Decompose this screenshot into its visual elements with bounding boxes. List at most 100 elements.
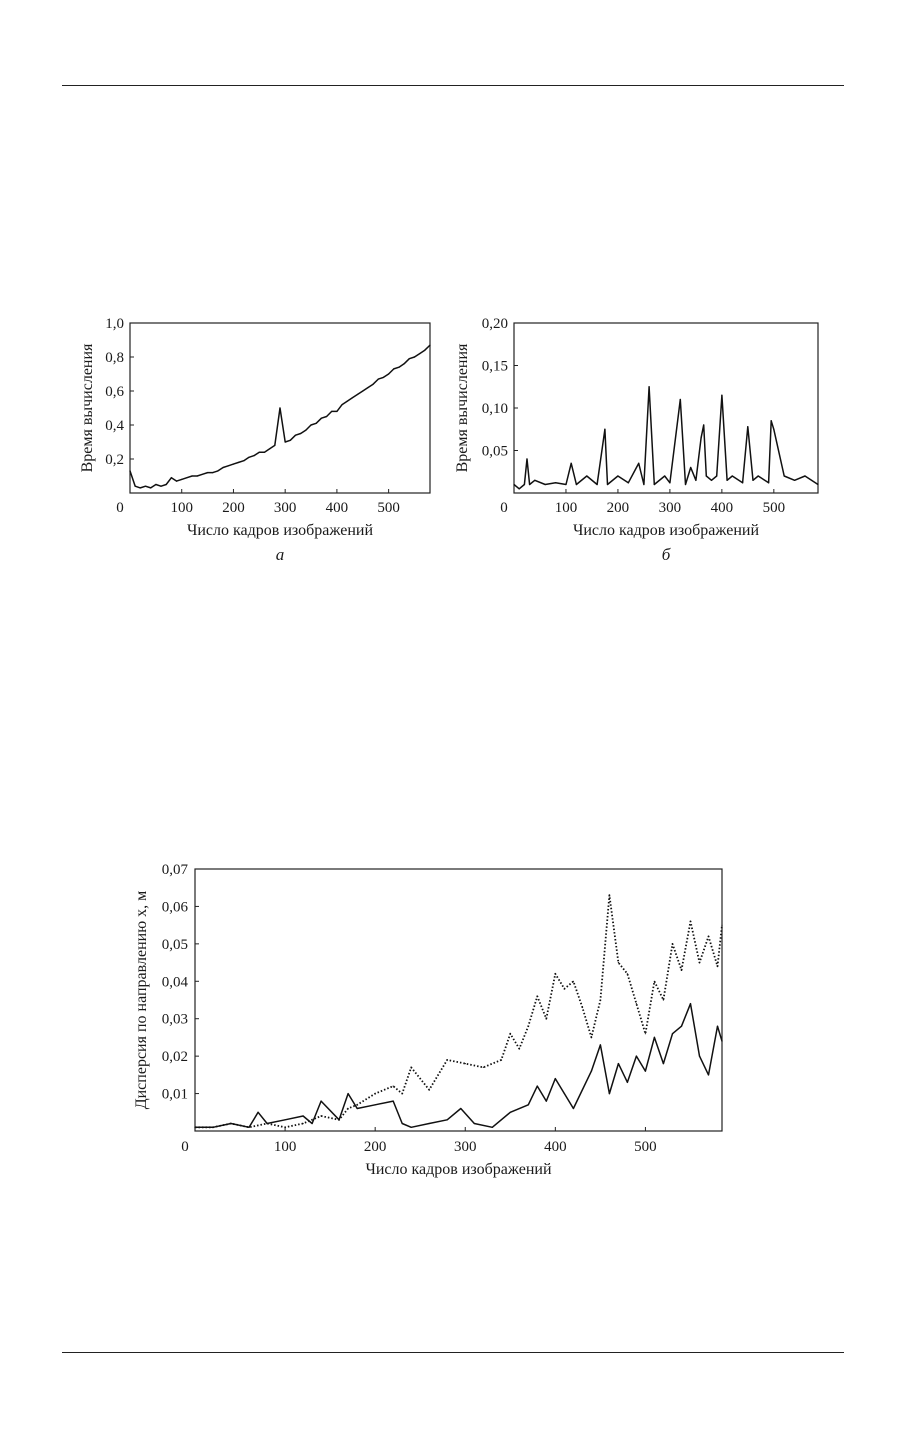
- data-point-c-solid: [680, 1025, 683, 1027]
- data-point-c-dotted: [509, 1033, 511, 1035]
- data-point-c-solid: [347, 1093, 349, 1095]
- data-point-a-solid: [408, 358, 410, 360]
- data-point-c-dotted: [482, 1066, 484, 1068]
- data-point-c-dotted: [347, 1107, 349, 1110]
- data-point-b-solid: [513, 483, 515, 486]
- data-point-c-solid: [460, 1107, 462, 1110]
- data-point-a-solid: [263, 451, 266, 453]
- data-point-c-solid: [707, 1074, 710, 1076]
- data-point-c-dotted: [563, 988, 566, 990]
- data-point-b-solid: [705, 475, 707, 477]
- data-point-b-solid: [679, 398, 681, 401]
- data-point-c-dotted: [518, 1048, 520, 1050]
- data-point-c-solid: [473, 1122, 475, 1125]
- data-point-c-solid: [446, 1119, 448, 1121]
- data-point-b-solid: [555, 482, 557, 484]
- y-tick-label-c: 0,04: [162, 974, 189, 990]
- data-point-a-solid: [357, 393, 359, 395]
- x-tick-label-a: 0: [116, 500, 124, 516]
- y-axis-label-c: Дисперсия по направлению x, м: [133, 891, 150, 1110]
- data-point-b-solid: [773, 428, 775, 430]
- data-point-c-dotted: [707, 935, 710, 938]
- data-point-b-solid: [664, 475, 666, 477]
- x-tick-label-b: 200: [607, 500, 630, 516]
- y-tick-label-b: 0,20: [482, 316, 508, 332]
- data-point-b-solid: [544, 483, 546, 486]
- data-point-c-solid: [590, 1070, 593, 1072]
- data-point-a-solid: [129, 470, 131, 472]
- data-point-c-solid: [392, 1100, 394, 1102]
- data-point-a-solid: [227, 465, 229, 467]
- data-point-c-dotted: [721, 924, 723, 926]
- data-point-c-dotted: [392, 1085, 394, 1087]
- data-point-b-solid: [716, 475, 718, 477]
- x-tick-label-a: 400: [326, 500, 349, 516]
- data-point-a-solid: [232, 463, 234, 465]
- x-tick-label-a: 100: [170, 500, 193, 516]
- data-point-a-solid: [315, 422, 317, 424]
- data-point-a-solid: [222, 466, 224, 469]
- x-tick-label-b: 300: [659, 500, 682, 516]
- data-point-c-solid: [653, 1036, 656, 1038]
- data-point-c-solid: [721, 1040, 723, 1042]
- y-tick-label-c: 0,03: [162, 1012, 188, 1028]
- data-point-c-dotted: [356, 1104, 358, 1106]
- data-point-c-solid: [257, 1111, 259, 1113]
- data-point-c-dotted: [212, 1126, 214, 1128]
- data-point-b-solid: [742, 482, 744, 484]
- data-point-a-solid: [144, 485, 147, 487]
- data-point-c-solid: [356, 1107, 358, 1110]
- data-point-c-solid: [428, 1122, 430, 1125]
- y-tick-label-a: 0,2: [105, 452, 124, 468]
- page-top-rule: [62, 85, 844, 86]
- x-tick-label-b: 0: [500, 500, 508, 516]
- y-tick-label-c: 0,07: [162, 862, 189, 878]
- y-tick-label-a: 1,0: [105, 316, 124, 332]
- data-point-b-solid: [726, 479, 728, 481]
- data-point-c-solid: [284, 1119, 286, 1121]
- data-point-a-solid: [336, 410, 338, 412]
- data-point-a-solid: [413, 356, 416, 358]
- data-point-c-dotted: [698, 962, 701, 964]
- data-point-b-solid: [586, 475, 588, 477]
- data-point-a-solid: [279, 407, 281, 409]
- x-tick-label-c: 100: [274, 1139, 297, 1155]
- data-point-c-dotted: [680, 969, 683, 971]
- data-point-a-solid: [165, 483, 167, 486]
- series-line-b-solid: [513, 386, 819, 490]
- data-point-a-solid: [419, 353, 421, 355]
- data-point-c-dotted: [320, 1115, 322, 1117]
- data-point-a-solid: [238, 461, 240, 463]
- data-point-a-solid: [331, 410, 333, 412]
- data-point-c-dotted: [338, 1119, 340, 1121]
- data-point-c-dotted: [428, 1089, 430, 1091]
- series-line-c-dotted: [195, 894, 723, 1129]
- data-point-a-solid: [176, 480, 178, 482]
- data-point-b-solid: [794, 479, 796, 481]
- data-point-b-solid: [606, 483, 609, 486]
- data-point-b-solid: [643, 483, 645, 486]
- plot-frame-b: [513, 322, 819, 494]
- data-point-a-solid: [341, 404, 343, 406]
- data-point-b-solid: [721, 394, 723, 396]
- data-point-a-solid: [258, 451, 260, 453]
- y-tick-label-c: 0,06: [162, 899, 189, 915]
- data-point-c-dotted: [446, 1059, 448, 1061]
- data-point-a-solid: [274, 444, 276, 446]
- y-tick-label-a: 0,6: [105, 384, 124, 400]
- data-point-c-dotted: [194, 1126, 196, 1128]
- data-point-c-solid: [554, 1078, 556, 1080]
- data-point-c-dotted: [716, 965, 719, 967]
- data-point-a-solid: [160, 485, 162, 487]
- data-point-b-solid: [617, 475, 619, 477]
- data-point-c-solid: [527, 1104, 529, 1106]
- data-point-c-dotted: [554, 973, 556, 975]
- data-point-c-dotted: [401, 1093, 403, 1095]
- data-point-c-solid: [716, 1025, 719, 1027]
- data-point-a-solid: [212, 472, 214, 474]
- x-tick-label-c: 200: [364, 1139, 387, 1155]
- data-point-c-dotted: [581, 1006, 584, 1009]
- subfigure-caption-a: а: [276, 545, 285, 564]
- subfigure-caption-b: б: [662, 545, 671, 564]
- data-point-c-dotted: [635, 1003, 638, 1005]
